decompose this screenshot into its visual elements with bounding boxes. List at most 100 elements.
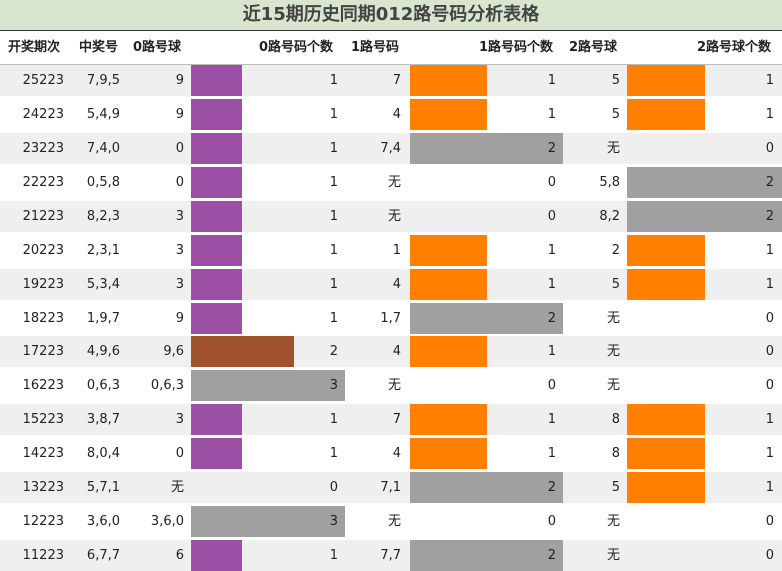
r0-count-bar	[191, 65, 242, 96]
header-r1-number: 1路号码	[351, 40, 400, 55]
r2-ball-cell: 无	[606, 548, 620, 563]
r0-count-bar	[191, 269, 242, 300]
numbers-cell: 8,2,3	[86, 209, 120, 224]
r0-count-bar	[191, 167, 242, 198]
table-row: 11223 6,7,7 6 1 7,7 2 无 0	[0, 540, 782, 571]
r2-count-bar	[627, 201, 782, 232]
period-cell: 17223	[22, 344, 64, 359]
r0-ball-cell: 0	[175, 446, 184, 461]
r2-count-bar	[627, 438, 705, 469]
r0-count-bar	[191, 540, 242, 571]
r1-number-cell: 无	[387, 378, 401, 393]
table-row: 13223 5,7,1 无 0 7,1 2 5 1	[0, 472, 782, 503]
r1-count-cell: 1	[547, 344, 556, 359]
r0-ball-cell: 3	[175, 412, 184, 427]
r2-ball-cell: 5	[611, 73, 620, 88]
numbers-cell: 5,7,1	[86, 480, 120, 495]
r2-count-cell: 2	[765, 175, 774, 190]
r2-count-bar	[627, 472, 705, 503]
period-cell: 21223	[22, 209, 64, 224]
r2-ball-cell: 无	[606, 514, 620, 529]
r2-ball-cell: 5	[611, 480, 620, 495]
period-cell: 14223	[22, 446, 64, 461]
r1-count-bar	[410, 438, 487, 469]
period-cell: 22223	[22, 175, 64, 190]
r0-ball-cell: 3	[175, 243, 184, 258]
r1-count-cell: 2	[547, 548, 556, 563]
period-cell: 24223	[22, 107, 64, 122]
r2-count-cell: 1	[765, 73, 774, 88]
r1-count-cell: 1	[547, 73, 556, 88]
r0-count-cell: 3	[329, 378, 338, 393]
period-cell: 25223	[22, 73, 64, 88]
period-cell: 15223	[22, 412, 64, 427]
r1-count-cell: 0	[547, 378, 556, 393]
r0-count-cell: 1	[329, 446, 338, 461]
period-cell: 20223	[22, 243, 64, 258]
numbers-cell: 5,3,4	[86, 277, 120, 292]
header-r0-count: 0路号码个数	[259, 40, 334, 55]
table-row: 12223 3,6,0 3,6,0 3 无 0 无 0	[0, 506, 782, 537]
r0-count-cell: 1	[329, 141, 338, 156]
numbers-cell: 7,4,0	[86, 141, 120, 156]
r2-count-bar	[627, 65, 705, 96]
r0-count-cell: 1	[329, 73, 338, 88]
r0-count-cell: 3	[329, 514, 338, 529]
r1-count-cell: 0	[547, 209, 556, 224]
r1-number-cell: 7,1	[380, 480, 401, 495]
r2-ball-cell: 8	[611, 446, 620, 461]
r2-count-bar	[627, 99, 705, 130]
r2-ball-cell: 5	[611, 277, 620, 292]
r0-count-bar	[191, 370, 345, 401]
r2-ball-cell: 8,2	[599, 209, 620, 224]
period-cell: 23223	[22, 141, 64, 156]
table-row: 18223 1,9,7 9 1 1,7 2 无 0	[0, 303, 782, 334]
r2-count-cell: 1	[765, 412, 774, 427]
r2-ball-cell: 2	[611, 243, 620, 258]
r1-count-cell: 2	[547, 311, 556, 326]
table-row: 16223 0,6,3 0,6,3 3 无 0 无 0	[0, 370, 782, 401]
numbers-cell: 0,5,8	[86, 175, 120, 190]
r1-number-cell: 7,7	[380, 548, 401, 563]
r1-count-cell: 0	[547, 514, 556, 529]
r0-ball-cell: 无	[170, 480, 184, 495]
r2-count-cell: 0	[765, 548, 774, 563]
r0-count-cell: 1	[329, 548, 338, 563]
period-cell: 19223	[22, 277, 64, 292]
numbers-cell: 4,9,6	[86, 344, 120, 359]
r1-count-cell: 1	[547, 243, 556, 258]
r1-count-bar	[410, 235, 487, 266]
table-row: 22223 0,5,8 0 1 无 0 5,8 2	[0, 167, 782, 198]
table-row: 25223 7,9,5 9 1 7 1 5 1	[0, 65, 782, 96]
r1-count-cell: 1	[547, 412, 556, 427]
r0-ball-cell: 3,6,0	[150, 514, 184, 529]
r2-ball-cell: 无	[606, 141, 620, 156]
r2-ball-cell: 无	[606, 311, 620, 326]
r1-count-cell: 2	[547, 480, 556, 495]
r1-number-cell: 4	[392, 446, 401, 461]
r2-count-cell: 0	[765, 141, 774, 156]
r0-count-bar	[191, 404, 242, 435]
r1-number-cell: 7	[392, 73, 401, 88]
r0-count-bar	[191, 201, 242, 232]
r1-count-bar	[410, 472, 563, 503]
r2-count-cell: 0	[765, 311, 774, 326]
r1-number-cell: 4	[392, 277, 401, 292]
r0-ball-cell: 9	[175, 107, 184, 122]
header-r2-count: 2路号球个数	[697, 40, 772, 55]
r2-count-cell: 2	[765, 209, 774, 224]
numbers-cell: 7,9,5	[86, 73, 120, 88]
r2-count-cell: 1	[765, 480, 774, 495]
r2-count-bar	[627, 167, 782, 198]
r2-count-cell: 0	[765, 378, 774, 393]
header-r1-count: 1路号码个数	[479, 40, 554, 55]
numbers-cell: 2,3,1	[86, 243, 120, 258]
r0-count-bar	[191, 438, 242, 469]
table-row: 24223 5,4,9 9 1 4 1 5 1	[0, 99, 782, 130]
r1-count-cell: 0	[547, 175, 556, 190]
r0-ball-cell: 0	[175, 141, 184, 156]
period-cell: 16223	[22, 378, 64, 393]
r1-count-bar	[410, 65, 487, 96]
r0-count-bar	[191, 133, 242, 164]
r1-count-bar	[410, 99, 487, 130]
